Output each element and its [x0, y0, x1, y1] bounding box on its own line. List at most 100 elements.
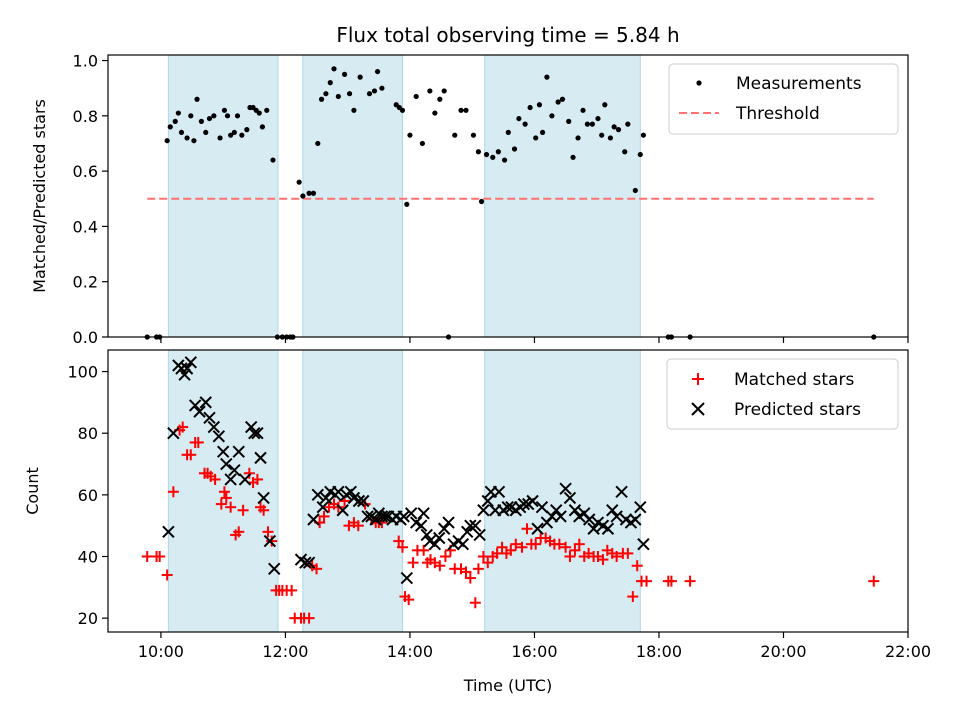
bottom-panel: 20 40 60 80 100 10:00 12:00 14:00 16:00 18:00 20:… — [23, 349, 931, 695]
measurement-point — [341, 71, 348, 77]
measurement-point — [221, 107, 228, 113]
measurement-point — [437, 96, 443, 102]
predicted-star-marker — [615, 485, 628, 498]
matched-star-marker — [303, 612, 315, 624]
matched-star-marker — [233, 526, 245, 538]
measurement-point — [549, 113, 555, 119]
measurement-point — [463, 107, 469, 113]
predicted-star-marker — [481, 494, 494, 508]
measurement-point — [178, 129, 185, 136]
measurement-point — [458, 107, 464, 113]
matched-star-marker — [665, 575, 677, 587]
predicted-star-marker — [601, 522, 615, 535]
predicted-star-marker — [311, 488, 325, 502]
matched-star-marker — [553, 538, 565, 550]
matched-star-marker — [464, 572, 476, 584]
measurement-point — [239, 132, 245, 138]
measurement-point — [366, 91, 373, 97]
bottom-y-tick-label: 20 — [78, 609, 98, 628]
measurement-point — [379, 85, 385, 91]
legend-measurements-icon — [696, 80, 702, 86]
predicted-star-marker — [417, 507, 430, 520]
measurement-point — [203, 129, 209, 136]
predicted-star-marker — [437, 522, 451, 535]
predicted-star-marker — [526, 494, 539, 508]
measurement-point — [516, 115, 522, 122]
measurement-point — [259, 124, 265, 130]
predicted-star-marker — [232, 445, 245, 458]
predicted-star-marker — [550, 504, 563, 517]
measurement-point — [632, 187, 638, 194]
measurement-point — [323, 91, 329, 97]
predicted-star-marker — [606, 504, 619, 517]
predicted-star-marker — [517, 497, 531, 511]
measurement-point — [211, 113, 217, 119]
bottom-y-tick-label: 80 — [78, 424, 98, 443]
predicted-star-marker — [369, 513, 382, 526]
bottom-legend: Matched stars Predicted stars — [666, 358, 899, 430]
measurement-point — [206, 115, 213, 122]
predicted-star-marker — [257, 491, 270, 505]
top-shaded-interval — [167, 54, 279, 338]
measurement-point — [256, 110, 262, 116]
predicted-star-marker — [248, 427, 261, 440]
measurement-point — [501, 157, 508, 163]
predicted-star-marker — [352, 494, 366, 508]
matched-star-marker — [491, 547, 503, 559]
measurement-point — [404, 201, 410, 207]
measurement-point — [234, 113, 241, 119]
matched-star-marker — [469, 597, 481, 609]
matched-star-marker — [482, 557, 494, 569]
matched-star-marker — [177, 421, 189, 433]
predicted-star-marker — [220, 457, 233, 471]
predicted-star-marker — [501, 500, 514, 514]
legend-measurements-label: Measurements — [736, 74, 862, 94]
measurement-point — [264, 107, 270, 113]
measurement-point — [505, 129, 511, 136]
measurement-point — [539, 129, 546, 136]
bottom-x-tick-label: 12:00 — [262, 642, 308, 661]
predicted-star-marker — [307, 513, 320, 526]
measurement-point — [637, 151, 643, 158]
matched-star-marker — [510, 538, 522, 550]
predicted-star-marker — [461, 525, 474, 539]
measurement-point — [217, 135, 223, 141]
bottom-plot-frame — [107, 349, 909, 633]
predicted-star-marker — [193, 405, 206, 418]
predicted-star-marker — [263, 534, 277, 548]
top-y-axis-label: Matched/Predicted stars — [30, 99, 49, 293]
predicted-star-marker — [404, 507, 418, 520]
predicted-star-marker — [492, 485, 506, 498]
predicted-star-marker — [361, 510, 374, 523]
predicted-star-marker — [535, 500, 549, 514]
predicted-star-marker — [414, 519, 428, 532]
measurement-point — [175, 110, 181, 116]
predicted-star-marker — [473, 528, 486, 542]
matched-star-marker — [141, 550, 153, 562]
matched-star-marker — [684, 575, 696, 587]
measurement-point — [188, 113, 194, 119]
measurement-point — [191, 138, 197, 144]
measurement-point — [270, 157, 276, 163]
legend-predicted-label: Predicted stars — [734, 400, 861, 420]
matched-star-marker — [573, 538, 585, 550]
measurement-point — [452, 132, 458, 138]
matched-star-marker — [631, 560, 643, 572]
measurement-point — [164, 138, 170, 144]
measurement-point — [615, 127, 622, 133]
matched-star-marker — [209, 473, 221, 485]
predicted-star-marker — [216, 445, 230, 458]
matched-star-marker — [569, 544, 581, 556]
bottom-x-axis-label: Time (UTC) — [463, 676, 552, 695]
measurement-point — [244, 127, 250, 133]
bottom-y-axis-label: Count — [23, 467, 42, 515]
predicted-star-marker — [629, 513, 642, 526]
measurement-point — [335, 93, 341, 100]
matched-star-marker — [597, 554, 609, 566]
measurement-point — [327, 80, 333, 86]
top-y-tick-label: 0.0 — [73, 328, 98, 347]
measurement-point — [475, 149, 482, 155]
measurement-point — [570, 154, 576, 160]
measurement-point — [490, 154, 496, 160]
